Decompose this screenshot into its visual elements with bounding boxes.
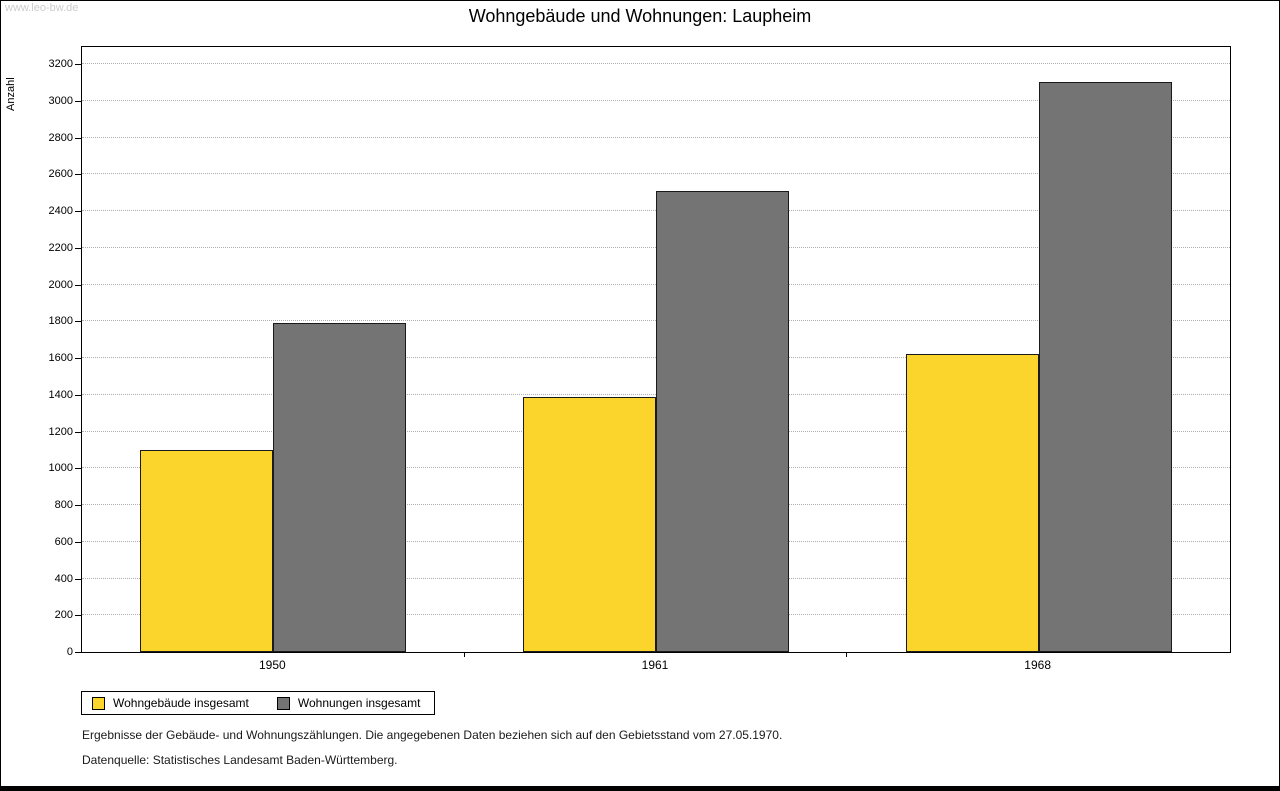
legend-item-wohngeb-ude-insgesamt: Wohngebäude insgesamt	[92, 696, 249, 710]
footnote-line-1: Ergebnisse der Gebäude- und Wohnungszähl…	[82, 728, 783, 742]
y-tick-label-2400: 2400	[48, 205, 73, 217]
bar-wohnungen-insgesamt-1950	[273, 323, 407, 652]
y-tick-mark	[75, 137, 81, 139]
y-tick-mark	[75, 541, 81, 543]
legend: Wohngebäude insgesamt Wohnungen insgesamt	[81, 691, 436, 715]
y-tick-mark	[75, 615, 81, 617]
y-tick-mark	[75, 468, 81, 470]
y-tick-mark	[75, 505, 81, 506]
y-tick-mark	[75, 358, 81, 359]
y-tick-label-1200: 1200	[48, 425, 73, 438]
gridline-3200	[82, 63, 1230, 64]
y-tick-mark	[75, 321, 81, 323]
y-tick-mark	[75, 174, 81, 176]
footnote-line-2: Datenquelle: Statistisches Landesamt Bad…	[82, 753, 398, 767]
bar-wohnungen-insgesamt-1968	[1038, 82, 1172, 652]
y-tick-label-2800: 2800	[48, 131, 73, 144]
y-tick-mark	[75, 284, 81, 286]
y-tick-label-2200: 2200	[48, 241, 73, 254]
y-tick-mark	[75, 211, 81, 212]
gridline-2600	[82, 173, 1230, 175]
y-tick-label-600: 600	[54, 535, 73, 548]
gridline-3000	[82, 99, 1230, 101]
y-tick-label-2600: 2600	[48, 168, 73, 181]
gridline-2800	[82, 136, 1230, 138]
y-tick-label-1000: 1000	[48, 462, 73, 475]
x-axis-label-1961: 1961	[641, 658, 669, 672]
watermark: www.leo-bw.de	[5, 2, 79, 14]
y-tick-mark	[75, 578, 81, 580]
y-tick-mark	[75, 431, 81, 433]
x-axis-label-1950: 1950	[258, 658, 286, 672]
y-tick-mark	[75, 394, 81, 396]
x-axis-label-1968: 1968	[1024, 658, 1051, 672]
x-tick-mark	[846, 652, 848, 657]
bar-wohnungen-insgesamt-1961	[656, 191, 789, 652]
x-tick-mark	[463, 652, 465, 657]
y-tick-mark	[75, 100, 81, 102]
y-tick-label-3000: 3000	[48, 94, 73, 107]
y-tick-label-1400: 1400	[48, 388, 73, 401]
y-tick-mark	[75, 64, 81, 65]
legend-swatch-wohngeb-ude-insgesamt	[92, 696, 105, 710]
legend-swatch-wohnungen-insgesamt	[276, 696, 290, 710]
legend-label-wohnungen-insgesamt: Wohnungen insgesamt	[297, 696, 421, 710]
legend-label-wohngeb-ude-insgesamt: Wohngebäude insgesamt	[113, 696, 249, 710]
y-tick-label-200: 200	[54, 609, 73, 622]
y-axis-title: Anzahl	[5, 77, 17, 111]
y-tick-label-0: 0	[66, 646, 73, 658]
y-tick-mark	[75, 652, 81, 653]
plot-area	[81, 46, 1231, 653]
bar-wohngeb-ude-insgesamt-1950	[140, 450, 274, 652]
y-tick-label-2000: 2000	[48, 278, 73, 291]
chart-title: Wohngebäude und Wohnungen: Laupheim	[468, 6, 812, 26]
y-tick-label-400: 400	[54, 572, 73, 585]
y-tick-label-1800: 1800	[48, 315, 73, 328]
y-tick-label-3200: 3200	[48, 58, 73, 70]
y-tick-label-1600: 1600	[48, 352, 73, 364]
bar-wohngeb-ude-insgesamt-1961	[523, 397, 656, 652]
y-tick-label-800: 800	[54, 499, 73, 511]
legend-item-wohnungen-insgesamt: Wohnungen insgesamt	[276, 696, 421, 710]
y-tick-mark	[75, 247, 81, 249]
bar-wohngeb-ude-insgesamt-1968	[905, 354, 1039, 652]
